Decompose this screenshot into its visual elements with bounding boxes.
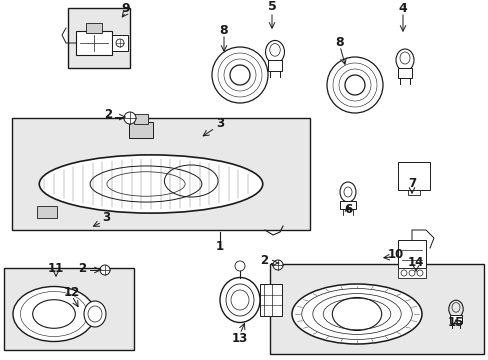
Ellipse shape <box>39 155 262 213</box>
Bar <box>4 268 134 350</box>
Bar <box>397 162 429 190</box>
Ellipse shape <box>235 261 244 271</box>
Text: 13: 13 <box>231 332 247 345</box>
Text: 12: 12 <box>64 285 80 298</box>
Ellipse shape <box>116 39 124 47</box>
Bar <box>269 264 483 354</box>
Text: 3: 3 <box>102 211 110 225</box>
Circle shape <box>272 260 283 270</box>
Text: 1: 1 <box>216 239 224 252</box>
Text: 8: 8 <box>335 36 344 49</box>
Text: 2: 2 <box>104 108 112 121</box>
Text: 15: 15 <box>447 315 463 328</box>
Bar <box>267 60 282 71</box>
Ellipse shape <box>339 182 355 202</box>
Ellipse shape <box>84 301 106 327</box>
Bar <box>407 190 419 195</box>
Bar <box>397 268 425 278</box>
Bar <box>449 315 461 323</box>
Bar <box>68 8 130 68</box>
Text: 4: 4 <box>398 1 407 14</box>
Text: 10: 10 <box>387 248 403 261</box>
Bar <box>397 68 411 78</box>
Text: 7: 7 <box>407 177 415 190</box>
Text: 3: 3 <box>216 117 224 130</box>
Text: 2: 2 <box>78 261 86 274</box>
Text: 9: 9 <box>122 1 130 14</box>
Text: 5: 5 <box>267 0 276 13</box>
Bar <box>86 23 102 33</box>
Text: 14: 14 <box>407 256 423 269</box>
Text: 11: 11 <box>48 261 64 274</box>
Ellipse shape <box>291 284 421 344</box>
Bar <box>76 31 112 55</box>
Text: 6: 6 <box>343 203 351 216</box>
Circle shape <box>100 265 110 275</box>
Bar <box>260 284 282 316</box>
Text: 8: 8 <box>219 23 228 36</box>
Text: 2: 2 <box>260 255 267 267</box>
Circle shape <box>124 112 136 124</box>
Bar <box>134 114 148 124</box>
Bar <box>112 35 128 51</box>
Ellipse shape <box>13 287 95 342</box>
Bar <box>339 201 355 209</box>
Bar <box>129 122 153 138</box>
Bar <box>12 118 309 230</box>
Ellipse shape <box>220 278 260 323</box>
Bar <box>37 206 57 218</box>
Bar <box>397 240 425 268</box>
